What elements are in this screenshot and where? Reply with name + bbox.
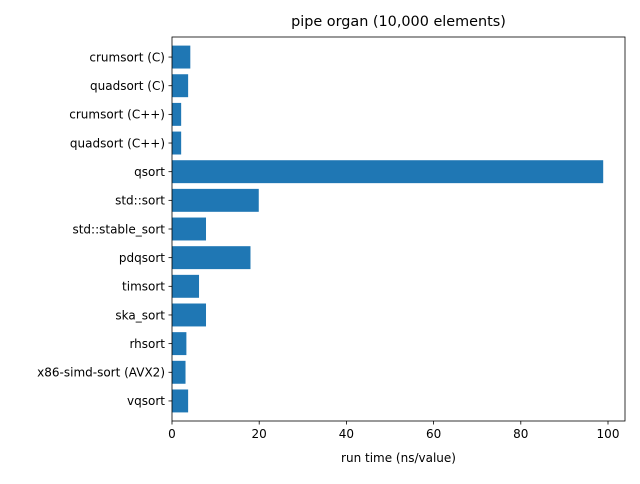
bar xyxy=(172,131,182,155)
bar xyxy=(172,160,604,184)
x-tick-label: 0 xyxy=(168,427,176,441)
chart-title: pipe organ (10,000 elements) xyxy=(291,14,506,30)
y-tick-label: quadsort (C++) xyxy=(70,136,165,150)
y-tick-label: std::sort xyxy=(115,194,165,208)
y-tick-label: crumsort (C++) xyxy=(69,108,165,122)
bar xyxy=(172,74,189,98)
bar xyxy=(172,303,207,327)
axes-frame xyxy=(171,36,626,422)
y-tick-label: qsort xyxy=(134,165,165,179)
x-tick-label: 40 xyxy=(339,427,354,441)
y-tick-label: x86-simd-sort (AVX2) xyxy=(37,366,165,380)
bars-layer xyxy=(172,45,604,413)
y-tick-label: quadsort (C) xyxy=(90,79,165,93)
bar xyxy=(172,246,251,270)
x-axis-label: run time (ns/value) xyxy=(341,451,456,465)
y-axis-ticks: crumsort (C) quadsort (C) crumsort (C++) qu… xyxy=(37,50,172,408)
bar xyxy=(172,217,207,241)
x-tick-label: 100 xyxy=(597,427,620,441)
bar xyxy=(172,45,191,69)
bar xyxy=(172,274,200,298)
x-tick-label: 20 xyxy=(252,427,267,441)
x-axis-ticks: 0 20 40 60 80 100 xyxy=(168,421,619,441)
bar xyxy=(172,188,259,212)
y-tick-label: ska_sort xyxy=(115,308,165,322)
x-tick-label: 60 xyxy=(426,427,441,441)
bar xyxy=(172,360,186,384)
y-tick-label: rhsort xyxy=(129,337,165,351)
y-tick-label: std::stable_sort xyxy=(72,222,165,236)
y-tick-label: vqsort xyxy=(127,394,165,408)
axes-spines xyxy=(171,36,626,422)
x-tick-label: 80 xyxy=(513,427,528,441)
y-tick-label: crumsort (C) xyxy=(89,50,165,64)
bar xyxy=(172,389,189,413)
y-tick-label: pdqsort xyxy=(119,251,165,265)
y-tick-label: timsort xyxy=(122,280,165,294)
bar xyxy=(172,332,187,356)
bar xyxy=(172,102,182,126)
